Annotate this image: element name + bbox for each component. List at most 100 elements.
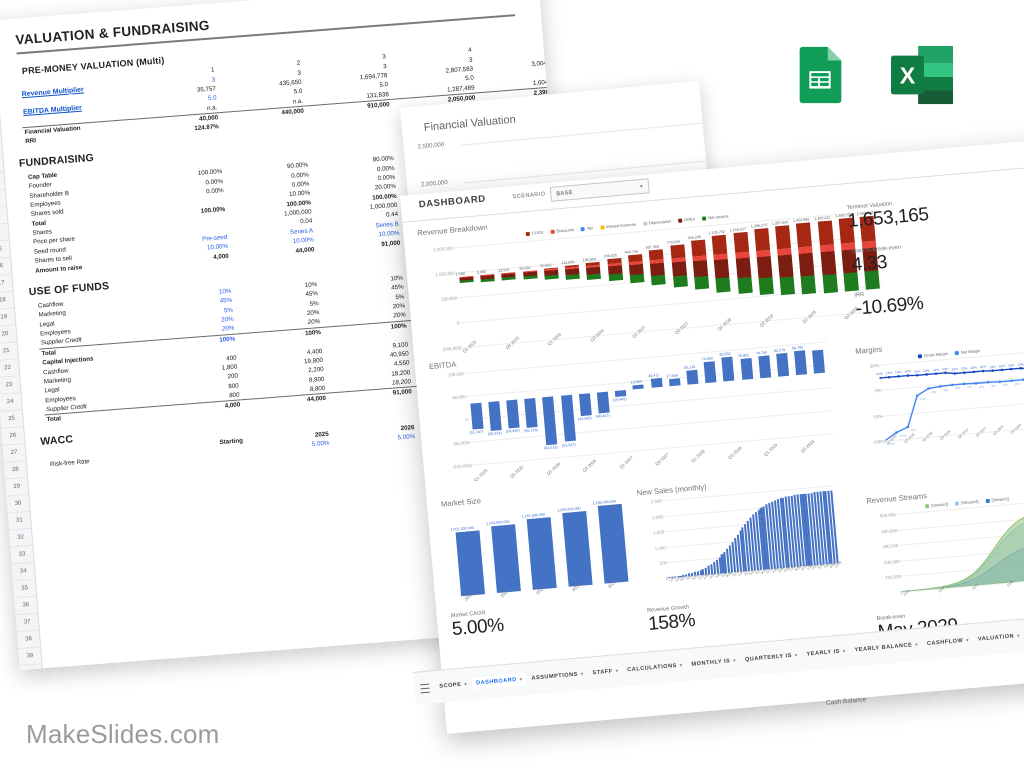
legend-label: OPEX [684,216,696,223]
sheet-tab-yearly-is[interactable]: YEARLY IS ▾ [802,645,850,661]
margins-chart[interactable]: Margins Gross Margin Net Margin 50% 0% -50%… [855,329,1024,466]
axis-tick-label: -100% [872,438,886,445]
bar [501,272,516,281]
data-label: 19% [998,363,1006,369]
row-number[interactable]: 33 [10,545,34,565]
chevron-down-icon[interactable]: ▾ [915,641,919,648]
data-label: (51,147) [469,429,484,436]
row-number[interactable]: 21 [0,342,19,361]
row-number[interactable]: 26 [1,427,25,446]
row-number[interactable]: 22 [0,359,20,378]
scenario-select[interactable]: BASE ▾ [549,178,650,202]
row-number[interactable]: 18 [0,291,15,311]
chevron-down-icon[interactable]: ▾ [842,648,846,654]
axis-tick-label: 0 [899,589,903,595]
dashboard-sheet[interactable]: DASHBOARD SCENARIO BASE ▾ Revenue Breakd… [400,138,1024,734]
data-label: 23% [932,367,940,372]
sheet-tab-valuation[interactable]: VALUATION ▾ [973,630,1024,646]
row-number[interactable]: 20 [0,325,17,345]
sheet-tab-monthly-is[interactable]: MONTHLY IS ▾ [687,654,741,671]
sheet-tab-label: YEARLY IS [806,648,841,658]
bar [488,401,502,431]
google-sheets-icon[interactable] [789,44,851,106]
legend-item: OPEX [678,216,696,223]
sheet-tab-assumptions[interactable]: ASSUMPTIONS ▾ [527,668,588,685]
watermark: MakeSlides.com [26,719,220,749]
chevron-down-icon[interactable]: ▾ [794,652,798,658]
ebitda-chart[interactable]: EBITDA 100,000 50,000 0 (50,000) (100,000) (5… [429,327,838,486]
row-number[interactable]: 24 [0,393,22,412]
data-label: -3% [942,387,949,393]
legend-label: Interest Expense [605,221,637,230]
axis-tick-label: Q3 2028 [726,445,743,461]
chevron-down-icon[interactable]: ▾ [615,668,619,674]
row-number[interactable]: 39 [18,647,42,667]
legend-swatch [599,224,605,230]
row-number[interactable]: 27 [2,444,26,463]
microsoft-excel-icon[interactable]: X [889,44,953,106]
bar [711,235,728,255]
data-label: -5% [919,396,926,402]
kpi-value: -10.69% [854,292,925,320]
row-number[interactable]: 37 [15,613,39,633]
axis-tick-label: 200,000 [883,558,900,566]
data-label: 19% [1017,361,1024,367]
bar [755,249,774,295]
axis-tick-label: 50,000 [452,394,466,401]
row-number[interactable]: 40 [19,664,43,671]
row-number[interactable]: 34 [11,562,35,582]
row-number[interactable]: 23 [0,376,21,395]
data-label: 23% [913,368,921,374]
chevron-down-icon: ▾ [639,183,644,190]
bar [522,270,538,280]
sheet-tab-calculations[interactable]: CALCULATIONS ▾ [623,659,687,676]
dashboard-title: DASHBOARD [418,193,487,211]
chevron-down-icon[interactable]: ▾ [679,662,683,668]
row-number[interactable]: 28 [3,461,28,480]
row-number[interactable]: 32 [9,528,33,548]
chevron-down-icon[interactable]: ▾ [733,657,737,664]
bar [758,355,771,379]
row-number[interactable]: 29 [5,477,29,497]
bar [578,393,592,417]
bar [777,248,796,295]
legend-swatch [985,498,990,503]
sheet-tab-cashflow[interactable]: CASHFLOW ▾ [923,634,974,650]
all-sheets-menu-icon[interactable] [420,683,430,693]
row-number[interactable]: 25 [0,410,24,429]
sheet-tab-dashboard[interactable]: DASHBOARD ▾ [471,673,528,690]
chevron-down-icon[interactable]: ▾ [519,676,523,682]
row-number[interactable]: 36 [14,596,38,616]
revenue-streams-chart[interactable]: Revenue Streams [Stream1] [Stream2] [Strea… [866,479,1024,621]
margins-plot: 50% 0% -50% -100% 24% 24% 24% 24% 23% 23% 23% 23% 20… [870,349,1024,446]
sheet-tab-yearly-balance[interactable]: YEARLY BALANCE ▾ [850,639,923,657]
kpi-value: 4.33 [850,251,888,276]
legend-label: [Stream1] [930,501,949,508]
row-number[interactable]: 19 [0,308,16,328]
legend-item: [Stream2] [955,499,979,506]
row-number[interactable]: 30 [6,494,30,514]
sheet-tab-label: YEARLY BALANCE [854,642,913,654]
new-sales-chart[interactable]: New Sales (monthly) 2,500 2,000 1,500 1,000… [636,471,846,608]
bar [480,274,495,282]
row-number[interactable]: 31 [7,511,32,531]
sheet-tab-quarterly-is[interactable]: QUARTERLY IS ▾ [741,649,803,666]
data-label: 24% [885,370,893,376]
row-number[interactable]: 38 [16,630,41,650]
legend-swatch [924,503,930,508]
row-number[interactable]: 35 [13,579,37,599]
sheet-tab-label: CASHFLOW [926,637,964,648]
chevron-down-icon[interactable]: ▾ [1016,632,1021,639]
axis-tick-label: Q3 2026 [581,458,598,473]
market-size-chart[interactable]: Market Size 1,051,200,000 2025 1,104,900,0… [441,483,641,619]
sheet-tab-staff[interactable]: STAFF ▾ [588,665,623,680]
bar [794,350,808,376]
bar [524,398,538,428]
chevron-down-icon[interactable]: ▾ [580,671,584,677]
chevron-down-icon[interactable]: ▾ [464,681,468,687]
chevron-down-icon[interactable]: ▾ [965,637,970,643]
legend-item: Gross Margin [917,351,948,359]
bar [650,377,663,389]
sheet-tab-scope[interactable]: SCOPE ▾ [435,678,472,693]
data-label: 19% [989,364,996,369]
